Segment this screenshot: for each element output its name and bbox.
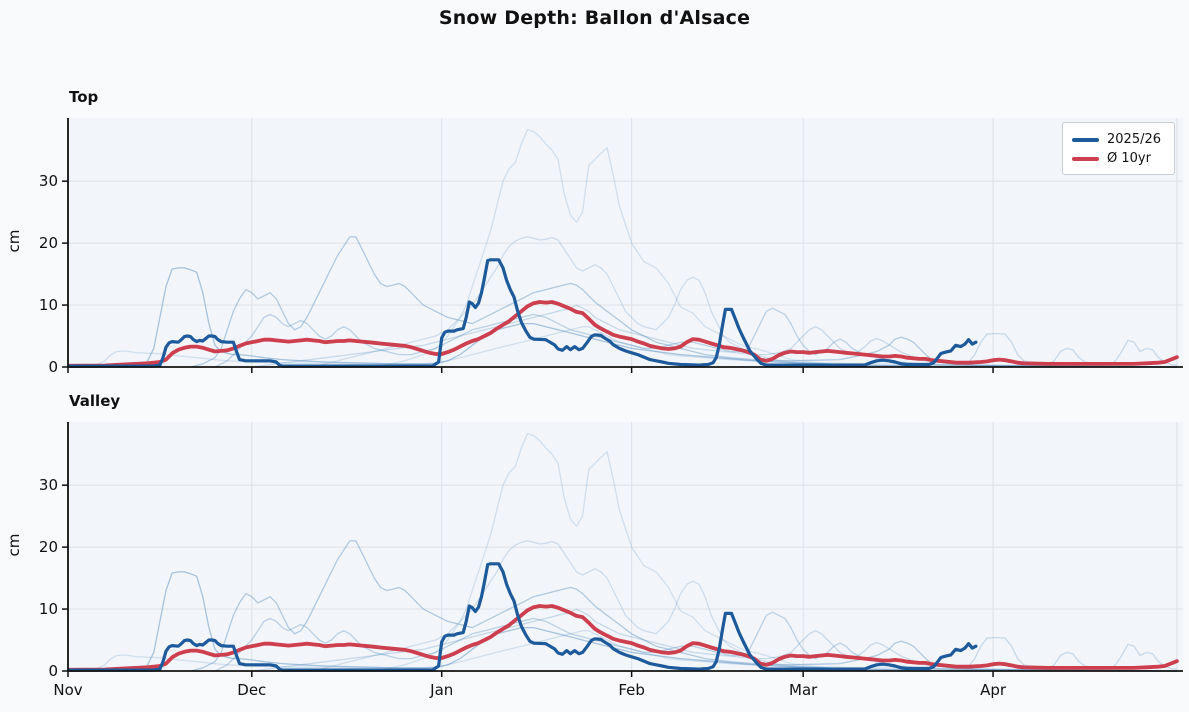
y-tick-label: 20 (39, 538, 58, 556)
y-tick-label: 30 (39, 172, 58, 190)
series-line-historical-7 (91, 326, 1178, 368)
y-tick-label: 10 (39, 296, 58, 314)
series-line-average (68, 300, 1179, 368)
y-tick-label: 30 (39, 476, 58, 494)
series-line-historical-5 (214, 611, 1178, 672)
subplot-title-valley: Valley (69, 392, 121, 410)
plot-area (68, 422, 1183, 671)
legend-label-average: Ø 10yr (1107, 151, 1151, 166)
series-line-historical-1 (373, 129, 1178, 368)
x-tick-label: Dec (237, 681, 266, 699)
y-tick-label: 20 (39, 234, 58, 252)
y-axis-label-valley: cm (5, 533, 23, 557)
series-line-historical-3 (140, 267, 1178, 368)
subplot-title-top: Top (69, 88, 99, 106)
y-tick-label: 0 (48, 358, 58, 376)
series-line-average (68, 604, 1179, 672)
x-tick-label: Jan (429, 681, 453, 699)
page-title: Snow Depth: Ballon d'Alsace (438, 7, 751, 29)
series-line-historical-7 (91, 630, 1178, 672)
x-tick-label: Apr (980, 681, 1007, 699)
series-line-current (68, 258, 978, 368)
legend-label-current: 2025/26 (1107, 132, 1162, 147)
series-line-historical-5 (214, 307, 1178, 368)
x-tick-label: Mar (789, 681, 818, 699)
series-line-current (68, 562, 978, 672)
y-tick-label: 10 (39, 600, 58, 618)
legend-item-average: Ø 10yr (1072, 149, 1165, 168)
subplot-top: 0 10 20 30 (39, 118, 1183, 376)
series-line-historical-6 (251, 304, 1178, 368)
legend-line-swatch-average (1072, 156, 1099, 161)
legend-line-swatch-current (1072, 137, 1099, 142)
y-axis-label-top: cm (5, 229, 23, 253)
series-line-historical-1 (373, 433, 1178, 672)
series-line-historical-6 (251, 608, 1178, 672)
series-group (68, 129, 1179, 368)
x-tick-label: Nov (53, 681, 82, 699)
x-tick-label: Feb (618, 681, 645, 699)
chart-legend: 2025/26 Ø 10yr (1062, 122, 1175, 175)
y-tick-label: 0 (48, 662, 58, 680)
series-group (68, 433, 1179, 672)
plot-area (68, 118, 1183, 367)
subplot-valley: Nov Dec Jan Feb Mar Apr 0 10 20 30 (39, 422, 1183, 699)
legend-item-current: 2025/26 (1072, 130, 1165, 149)
series-line-historical-3 (140, 571, 1178, 672)
